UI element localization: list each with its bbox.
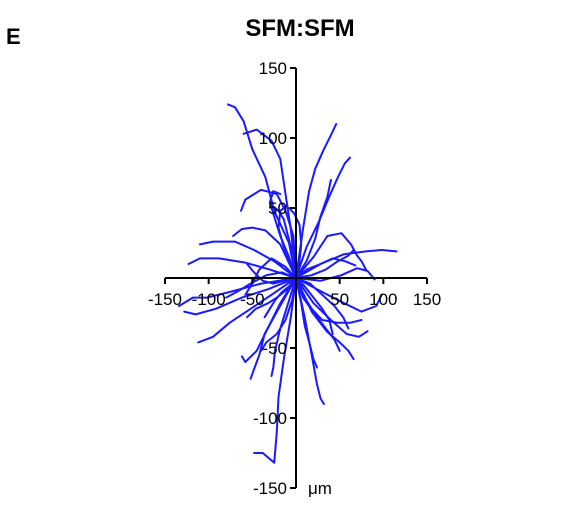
trajectory-track-10 (295, 277, 369, 338)
trajectory-tracks (178, 103, 398, 464)
trajectory-track-21 (232, 226, 297, 279)
trajectory-track-15 (249, 277, 297, 380)
trajectory-track-13 (253, 277, 297, 464)
trajectory-track-16 (197, 277, 297, 344)
trajectory-track-22 (244, 257, 297, 296)
trajectory-track-5 (295, 156, 352, 279)
y-tick-label: 150 (259, 59, 287, 78)
x-tick-label: -150 (148, 290, 182, 309)
x-axis-ticks: -150 -100 -50 50 100 150 (148, 278, 441, 309)
trajectory-track-1 (226, 103, 297, 279)
x-tick-label: -50 (240, 290, 265, 309)
panel-letter: E (6, 24, 21, 49)
trajectory-track-4 (295, 123, 338, 279)
trajectory-track-32 (295, 277, 350, 330)
trajectory-track-39 (295, 277, 334, 335)
y-axis-ticks: 150 100 50 -50 -100 -150 (253, 59, 296, 498)
trajectory-track-33 (246, 263, 297, 285)
trajectory-track-24 (268, 190, 297, 279)
x-tick-label: 150 (413, 290, 441, 309)
trajectory-track-6 (295, 232, 367, 279)
unit-label: μm (308, 479, 332, 498)
trajectory-track-35 (295, 277, 318, 369)
chart-title: SFM:SFM (245, 15, 354, 42)
y-tick-label: -150 (253, 479, 287, 498)
trajectory-track-23 (295, 179, 332, 279)
trajectory-track-8 (295, 267, 376, 282)
trajectory-track-28 (295, 277, 341, 352)
trajectory-track-36 (225, 271, 297, 299)
trajectory-track-29 (295, 257, 357, 279)
trajectory-track-20 (198, 240, 297, 279)
y-tick-label: -100 (253, 409, 287, 428)
trajectory-track-40 (263, 277, 297, 319)
y-tick-label: 50 (268, 199, 287, 218)
x-tick-label: 100 (369, 290, 397, 309)
trajectory-track-19 (187, 257, 297, 279)
trajectory-track-30 (277, 204, 297, 279)
trajectory-track-3 (240, 188, 297, 279)
x-tick-label: -100 (192, 290, 226, 309)
trajectory-track-38 (270, 204, 297, 279)
y-tick-label: -50 (262, 339, 287, 358)
y-tick-label: 100 (259, 129, 287, 148)
trajectory-track-37 (295, 249, 355, 279)
trajectory-track-17 (183, 277, 297, 316)
x-tick-label: 50 (330, 290, 349, 309)
trajectory-track-34 (270, 277, 297, 377)
trajectory-track-14 (240, 277, 297, 363)
trajectory-track-31 (288, 207, 303, 279)
